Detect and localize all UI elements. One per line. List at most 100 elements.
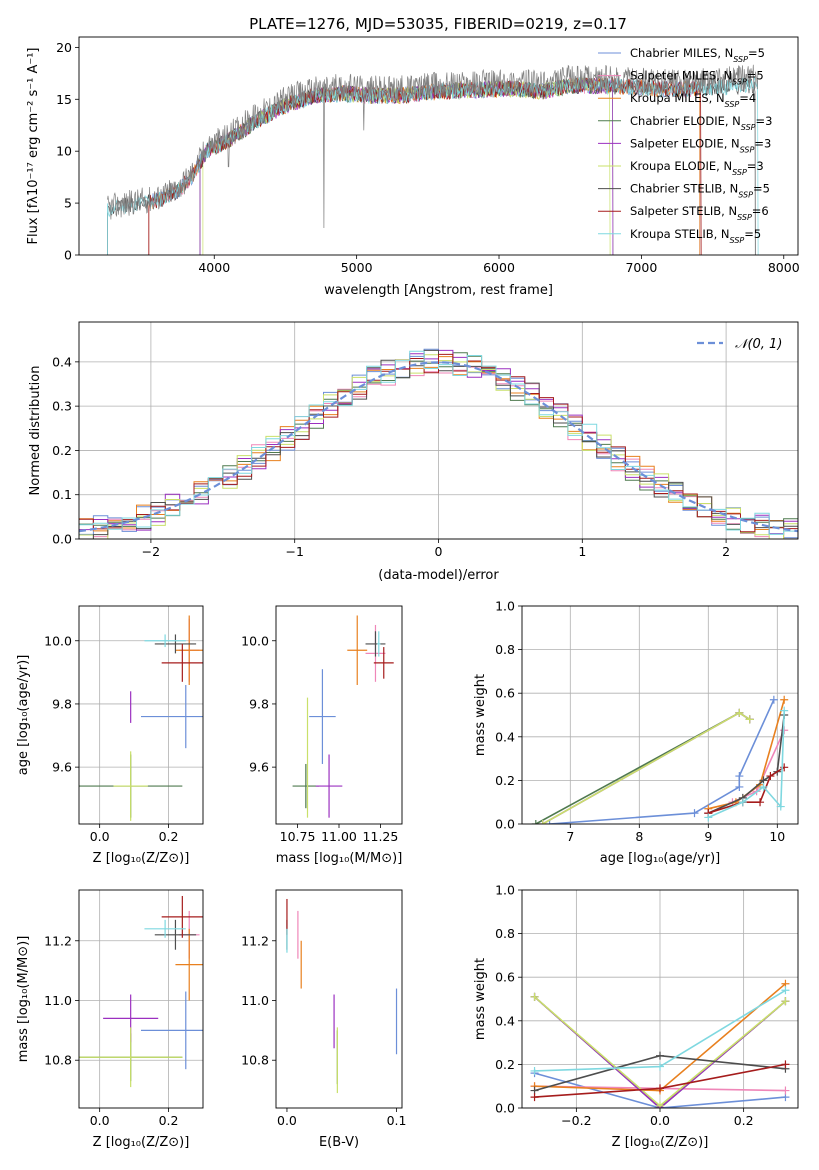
x-tick-label: 0.0 — [90, 829, 110, 844]
y-tick-label: 0.2 — [495, 773, 515, 788]
y-axis-label: Flux [fλ10⁻¹⁷ erg cm⁻² s⁻¹ A⁻¹] — [26, 48, 41, 245]
observed-spectrum — [107, 64, 759, 229]
model-spectrum-chabrier_elodie — [199, 77, 614, 255]
x-axis-label: (data-model)/error — [378, 568, 499, 583]
x-tick-label: 0.1 — [387, 1113, 407, 1128]
weight-marker — [781, 1060, 790, 1069]
weight-marker — [704, 813, 713, 822]
y-tick-label: 10.8 — [44, 1053, 72, 1068]
legend-label: Salpeter MILES, NSSP=5 — [630, 69, 764, 87]
y-tick-label: 11.2 — [44, 933, 72, 948]
x-tick-label: 0 — [435, 544, 443, 559]
weight-line-kroupa_elodie — [542, 711, 751, 824]
x-tick-label: 5000 — [341, 260, 373, 275]
y-axis-label: mass weight — [473, 674, 488, 756]
x-tick-label: 7 — [566, 829, 574, 844]
y-tick-label: 11.0 — [241, 993, 269, 1008]
x-tick-label: 2 — [722, 544, 730, 559]
y-tick-label: 11.0 — [44, 993, 72, 1008]
weight-marker — [538, 820, 547, 824]
panel-residuals: −2 −1 0 1 2 0.0 0.1 0.2 0.3 0.4 (data-model)/error… — [28, 321, 799, 583]
legend-label: Chabrier ELODIE, NSSP=3 — [630, 114, 772, 132]
weight-marker — [781, 986, 790, 995]
weight-marker — [735, 772, 744, 781]
weight-marker — [690, 809, 699, 818]
axes-frame — [78, 605, 204, 825]
weight-marker — [735, 782, 744, 791]
panel-z-mass: 0.0 0.2 10.8 11.0 11.2 Z [log₁₀(Z/Z⊙)] mass [l… — [16, 889, 204, 1150]
x-axis-label: age [log₁₀(age/yr)] — [600, 851, 721, 866]
legend-label: Chabrier STELIB, NSSP=5 — [630, 182, 770, 200]
weight-marker — [780, 695, 789, 704]
y-tick-label: 9.6 — [249, 760, 269, 775]
x-tick-label: 0.0 — [277, 1113, 297, 1128]
weight-marker — [781, 997, 790, 1006]
y-tick-label: 0.8 — [495, 642, 515, 657]
weight-marker — [745, 715, 754, 724]
x-axis-label: E(B-V) — [319, 1135, 359, 1150]
y-tick-label: 0.0 — [495, 817, 515, 832]
weight-marker — [656, 1062, 664, 1071]
y-tick-label: 0.2 — [52, 443, 72, 458]
x-axis-label: Z [log₁₀(Z/Z⊙)] — [93, 851, 190, 866]
panel-spectrum: 4000 5000 6000 7000 8000 0 5 10 15 20 wavelength [… — [26, 36, 800, 298]
weight-marker — [769, 695, 778, 704]
weight-marker — [530, 992, 539, 1001]
weight-marker — [530, 1093, 539, 1102]
weight-marker — [735, 708, 744, 717]
x-tick-label: 0.0 — [90, 1113, 110, 1128]
x-axis-label: wavelength [Angstrom, rest frame] — [324, 283, 553, 298]
x-tick-label: 8000 — [768, 260, 800, 275]
panel-ebv-mass: 0.0 0.1 10.8 11.0 11.2 E(B-V) — [241, 889, 407, 1150]
x-axis-label: Z [log₁₀(Z/Z⊙)] — [93, 1135, 190, 1150]
y-tick-label: 0.1 — [52, 487, 72, 502]
weight-marker — [738, 798, 747, 807]
x-tick-label: −2 — [142, 544, 160, 559]
weight-marker — [756, 798, 765, 807]
y-axis-label: mass [log₁₀(M/M⊙)] — [16, 936, 31, 1063]
y-tick-label: 0.8 — [495, 926, 515, 941]
weight-marker — [759, 782, 768, 791]
panel-z-age: 0.0 0.2 9.6 9.8 10.0 Z [log₁₀(Z/Z⊙)] age [log₁… — [16, 605, 204, 866]
error-bars — [292, 615, 394, 818]
x-tick-label: 11.25 — [363, 829, 399, 844]
y-tick-label: 11.2 — [241, 933, 269, 948]
y-tick-label: 0.0 — [495, 1101, 515, 1116]
y-axis-label: Normed distribution — [28, 366, 43, 496]
weight-marker — [531, 820, 540, 824]
axes-frame — [78, 321, 799, 540]
axes-frame — [275, 605, 403, 825]
x-tick-label: 10 — [769, 829, 785, 844]
axes-frame — [78, 36, 799, 256]
x-tick-label: 10.75 — [280, 829, 316, 844]
weight-marker — [656, 1084, 664, 1093]
y-tick-label: 0 — [64, 248, 72, 263]
panel-mass-age: 10.75 11.00 11.25 9.6 9.8 10.0 mass [log₁₀(M/M… — [241, 605, 403, 866]
axes-frame — [521, 889, 799, 1109]
x-tick-label: −0.2 — [561, 1113, 591, 1128]
legend-label: Kroupa STELIB, NSSP=5 — [630, 227, 761, 245]
y-tick-label: 10 — [56, 144, 72, 159]
weight-marker — [780, 706, 789, 715]
x-tick-label: 9 — [704, 829, 712, 844]
x-tick-label: 7000 — [625, 260, 657, 275]
weight-marker — [766, 772, 775, 781]
y-axis-label: age [log₁₀(age/yr)] — [16, 655, 31, 776]
weight-line-chabrier_miles — [549, 699, 775, 824]
y-tick-label: 5 — [64, 196, 72, 211]
weight-lines — [531, 695, 789, 824]
x-tick-label: 6000 — [483, 260, 515, 275]
panel-age-weight: 7 8 9 10 0.0 0.2 0.4 0.6 0.8 1.0 age [log₁₀(age/yr… — [473, 599, 799, 866]
weight-marker — [656, 1051, 664, 1060]
weight-marker — [781, 1086, 790, 1095]
y-tick-label: 0.4 — [495, 1013, 515, 1028]
model-spectrum-salpeter_elodie — [199, 77, 614, 255]
x-tick-label: 4000 — [198, 260, 230, 275]
y-tick-label: 9.8 — [52, 696, 72, 711]
histograms — [79, 348, 798, 539]
figure-title: PLATE=1276, MJD=53035, FIBERID=0219, z=0… — [249, 15, 627, 33]
y-tick-label: 1.0 — [495, 883, 515, 898]
y-tick-label: 0.6 — [495, 686, 515, 701]
weight-marker — [530, 1066, 539, 1075]
